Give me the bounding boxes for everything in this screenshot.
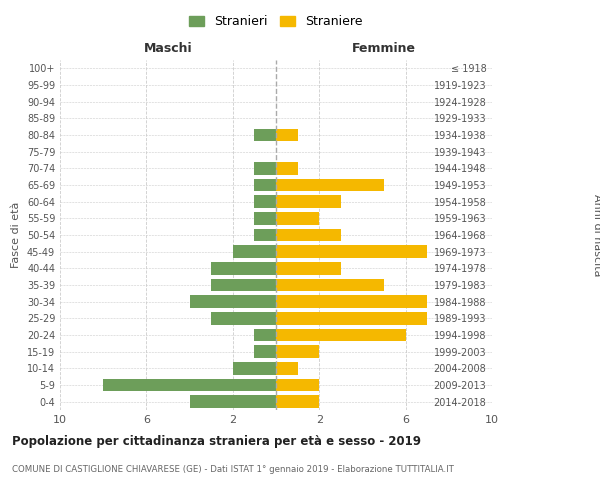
Bar bbox=[276, 312, 427, 324]
Y-axis label: Fasce di età: Fasce di età bbox=[11, 202, 21, 268]
Text: COMUNE DI CASTIGLIONE CHIAVARESE (GE) - Dati ISTAT 1° gennaio 2019 - Elaborazion: COMUNE DI CASTIGLIONE CHIAVARESE (GE) - … bbox=[12, 465, 454, 474]
Bar bbox=[276, 379, 319, 391]
Bar bbox=[254, 179, 276, 192]
Bar bbox=[254, 162, 276, 174]
Bar bbox=[276, 279, 384, 291]
Bar bbox=[211, 312, 276, 324]
Bar bbox=[190, 296, 276, 308]
Bar bbox=[254, 229, 276, 241]
Bar bbox=[276, 262, 341, 274]
Text: Popolazione per cittadinanza straniera per età e sesso - 2019: Popolazione per cittadinanza straniera p… bbox=[12, 435, 421, 448]
Bar bbox=[276, 362, 298, 374]
Bar bbox=[254, 129, 276, 141]
Text: Anni di nascita: Anni di nascita bbox=[592, 194, 600, 276]
Legend: Stranieri, Straniere: Stranieri, Straniere bbox=[185, 11, 367, 32]
Bar bbox=[254, 346, 276, 358]
Bar bbox=[254, 196, 276, 208]
Bar bbox=[254, 212, 276, 224]
Bar bbox=[211, 279, 276, 291]
Bar bbox=[276, 396, 319, 408]
Bar bbox=[211, 262, 276, 274]
Bar bbox=[276, 212, 319, 224]
Bar bbox=[276, 179, 384, 192]
Bar bbox=[233, 246, 276, 258]
Bar bbox=[233, 362, 276, 374]
Bar bbox=[276, 246, 427, 258]
Bar bbox=[276, 346, 319, 358]
Bar bbox=[276, 229, 341, 241]
Bar bbox=[276, 162, 298, 174]
Text: Maschi: Maschi bbox=[143, 42, 193, 55]
Bar bbox=[276, 296, 427, 308]
Bar bbox=[276, 196, 341, 208]
Bar bbox=[276, 329, 406, 341]
Bar bbox=[276, 129, 298, 141]
Bar bbox=[190, 396, 276, 408]
Bar bbox=[103, 379, 276, 391]
Text: Femmine: Femmine bbox=[352, 42, 416, 55]
Bar bbox=[254, 329, 276, 341]
